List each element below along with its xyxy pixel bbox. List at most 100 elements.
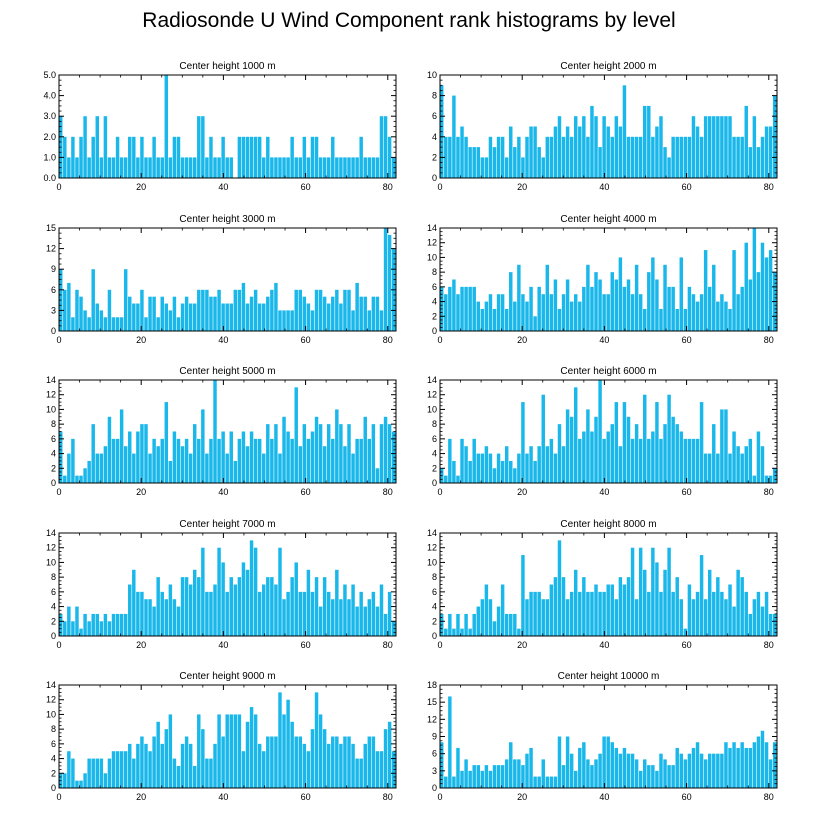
histogram-bar	[752, 116, 757, 178]
histogram-bar	[326, 303, 331, 331]
histogram-bar	[488, 294, 493, 331]
histogram-bar	[132, 303, 136, 331]
histogram-bar	[537, 591, 541, 636]
histogram-bar	[123, 613, 128, 636]
histogram-bar	[638, 438, 643, 483]
histogram-bar	[302, 591, 307, 636]
histogram-bar	[335, 736, 339, 788]
histogram-bar	[643, 394, 647, 483]
x-tick-label: 80	[383, 792, 393, 802]
histogram-bar	[679, 753, 684, 788]
histogram-bar	[460, 286, 464, 331]
y-tick-label: 2	[432, 616, 437, 626]
histogram-bar	[736, 294, 740, 331]
histogram-bar	[322, 446, 327, 483]
histogram-bar	[192, 157, 197, 178]
histogram-bar	[476, 301, 480, 331]
histogram-bar	[679, 599, 684, 636]
histogram-bar	[144, 157, 148, 178]
histogram-bar	[314, 692, 319, 788]
histogram-bar	[180, 577, 185, 636]
histogram-bar	[744, 242, 748, 331]
histogram-bar	[472, 613, 476, 636]
histogram-bar	[144, 424, 148, 483]
histogram-bar	[128, 296, 132, 331]
histogram-bar	[111, 438, 116, 483]
histogram-bar	[201, 116, 205, 178]
x-tick-label: 0	[56, 335, 61, 345]
histogram-bar	[728, 453, 732, 483]
histogram-bar	[638, 136, 643, 178]
histogram-bar	[630, 136, 635, 178]
histogram-bar	[205, 758, 209, 788]
histogram-bar	[602, 736, 606, 788]
histogram-bar	[764, 257, 769, 331]
histogram-bar	[517, 136, 521, 178]
histogram-bar	[148, 157, 152, 178]
y-tick-label: 10	[46, 557, 56, 567]
y-tick-label: 10	[46, 709, 56, 719]
histogram-bar	[115, 136, 120, 178]
histogram-bar	[744, 591, 748, 636]
histogram-bar	[667, 765, 671, 788]
histogram-bar	[347, 736, 351, 788]
histogram-bar	[363, 416, 367, 483]
histogram-bar	[343, 446, 347, 483]
histogram-bar	[740, 286, 744, 331]
histogram-bar	[525, 136, 529, 178]
histogram-bar	[671, 136, 675, 178]
histogram-bar	[744, 446, 748, 483]
histogram-bar	[626, 753, 631, 788]
histogram-bar	[351, 310, 355, 331]
histogram-bar	[643, 569, 647, 636]
histogram-bar	[91, 758, 95, 788]
histogram-bar	[387, 721, 392, 788]
histogram-bar	[456, 613, 460, 636]
histogram-bar	[322, 577, 327, 636]
histogram-bar	[123, 446, 128, 483]
histogram-bar	[383, 116, 388, 178]
histogram-bar	[517, 759, 521, 788]
histogram-bar	[245, 136, 250, 178]
histogram-bar	[160, 743, 164, 788]
histogram-bar	[286, 591, 290, 636]
histogram-bar	[488, 453, 493, 483]
histogram-bar	[634, 136, 639, 178]
histogram-bar	[107, 758, 112, 788]
histogram-bar	[184, 296, 189, 331]
histogram-bar	[724, 742, 728, 788]
histogram-bar	[444, 294, 448, 331]
y-tick-label: 2	[51, 616, 56, 626]
histogram-bar	[192, 765, 197, 788]
histogram-bar	[602, 294, 606, 331]
histogram-bar	[383, 729, 388, 788]
histogram-bar	[464, 759, 468, 788]
histogram-bar	[111, 157, 116, 178]
histogram-bar	[476, 453, 480, 483]
histogram-bar	[237, 136, 242, 178]
histogram-bar	[545, 599, 550, 636]
x-tick-label: 40	[599, 640, 609, 650]
y-tick-label: 8	[51, 724, 56, 734]
histogram-bar	[760, 446, 765, 483]
histogram-bar	[83, 310, 87, 331]
histogram-bar	[691, 438, 696, 483]
histogram-bar	[128, 136, 132, 178]
histogram-bar	[565, 279, 570, 331]
x-tick-label: 40	[599, 487, 609, 497]
histogram-bar	[500, 294, 505, 331]
x-tick-label: 0	[437, 640, 442, 650]
histogram-bar	[504, 157, 509, 178]
histogram-bar	[164, 402, 169, 483]
histogram-bar	[618, 753, 623, 788]
histogram-bar	[172, 136, 177, 178]
histogram-bar	[732, 606, 736, 636]
histogram-bar	[533, 126, 537, 178]
y-tick-label: 8	[432, 572, 437, 582]
histogram-bar	[468, 147, 472, 178]
histogram-bar	[561, 577, 566, 636]
histogram-bar	[582, 577, 586, 636]
histogram-panel: Center height 3000 m 0 3 6 9 12 15 0 20 40 60 80	[46, 214, 397, 345]
histogram-bar	[720, 591, 724, 636]
histogram-bar	[205, 157, 209, 178]
